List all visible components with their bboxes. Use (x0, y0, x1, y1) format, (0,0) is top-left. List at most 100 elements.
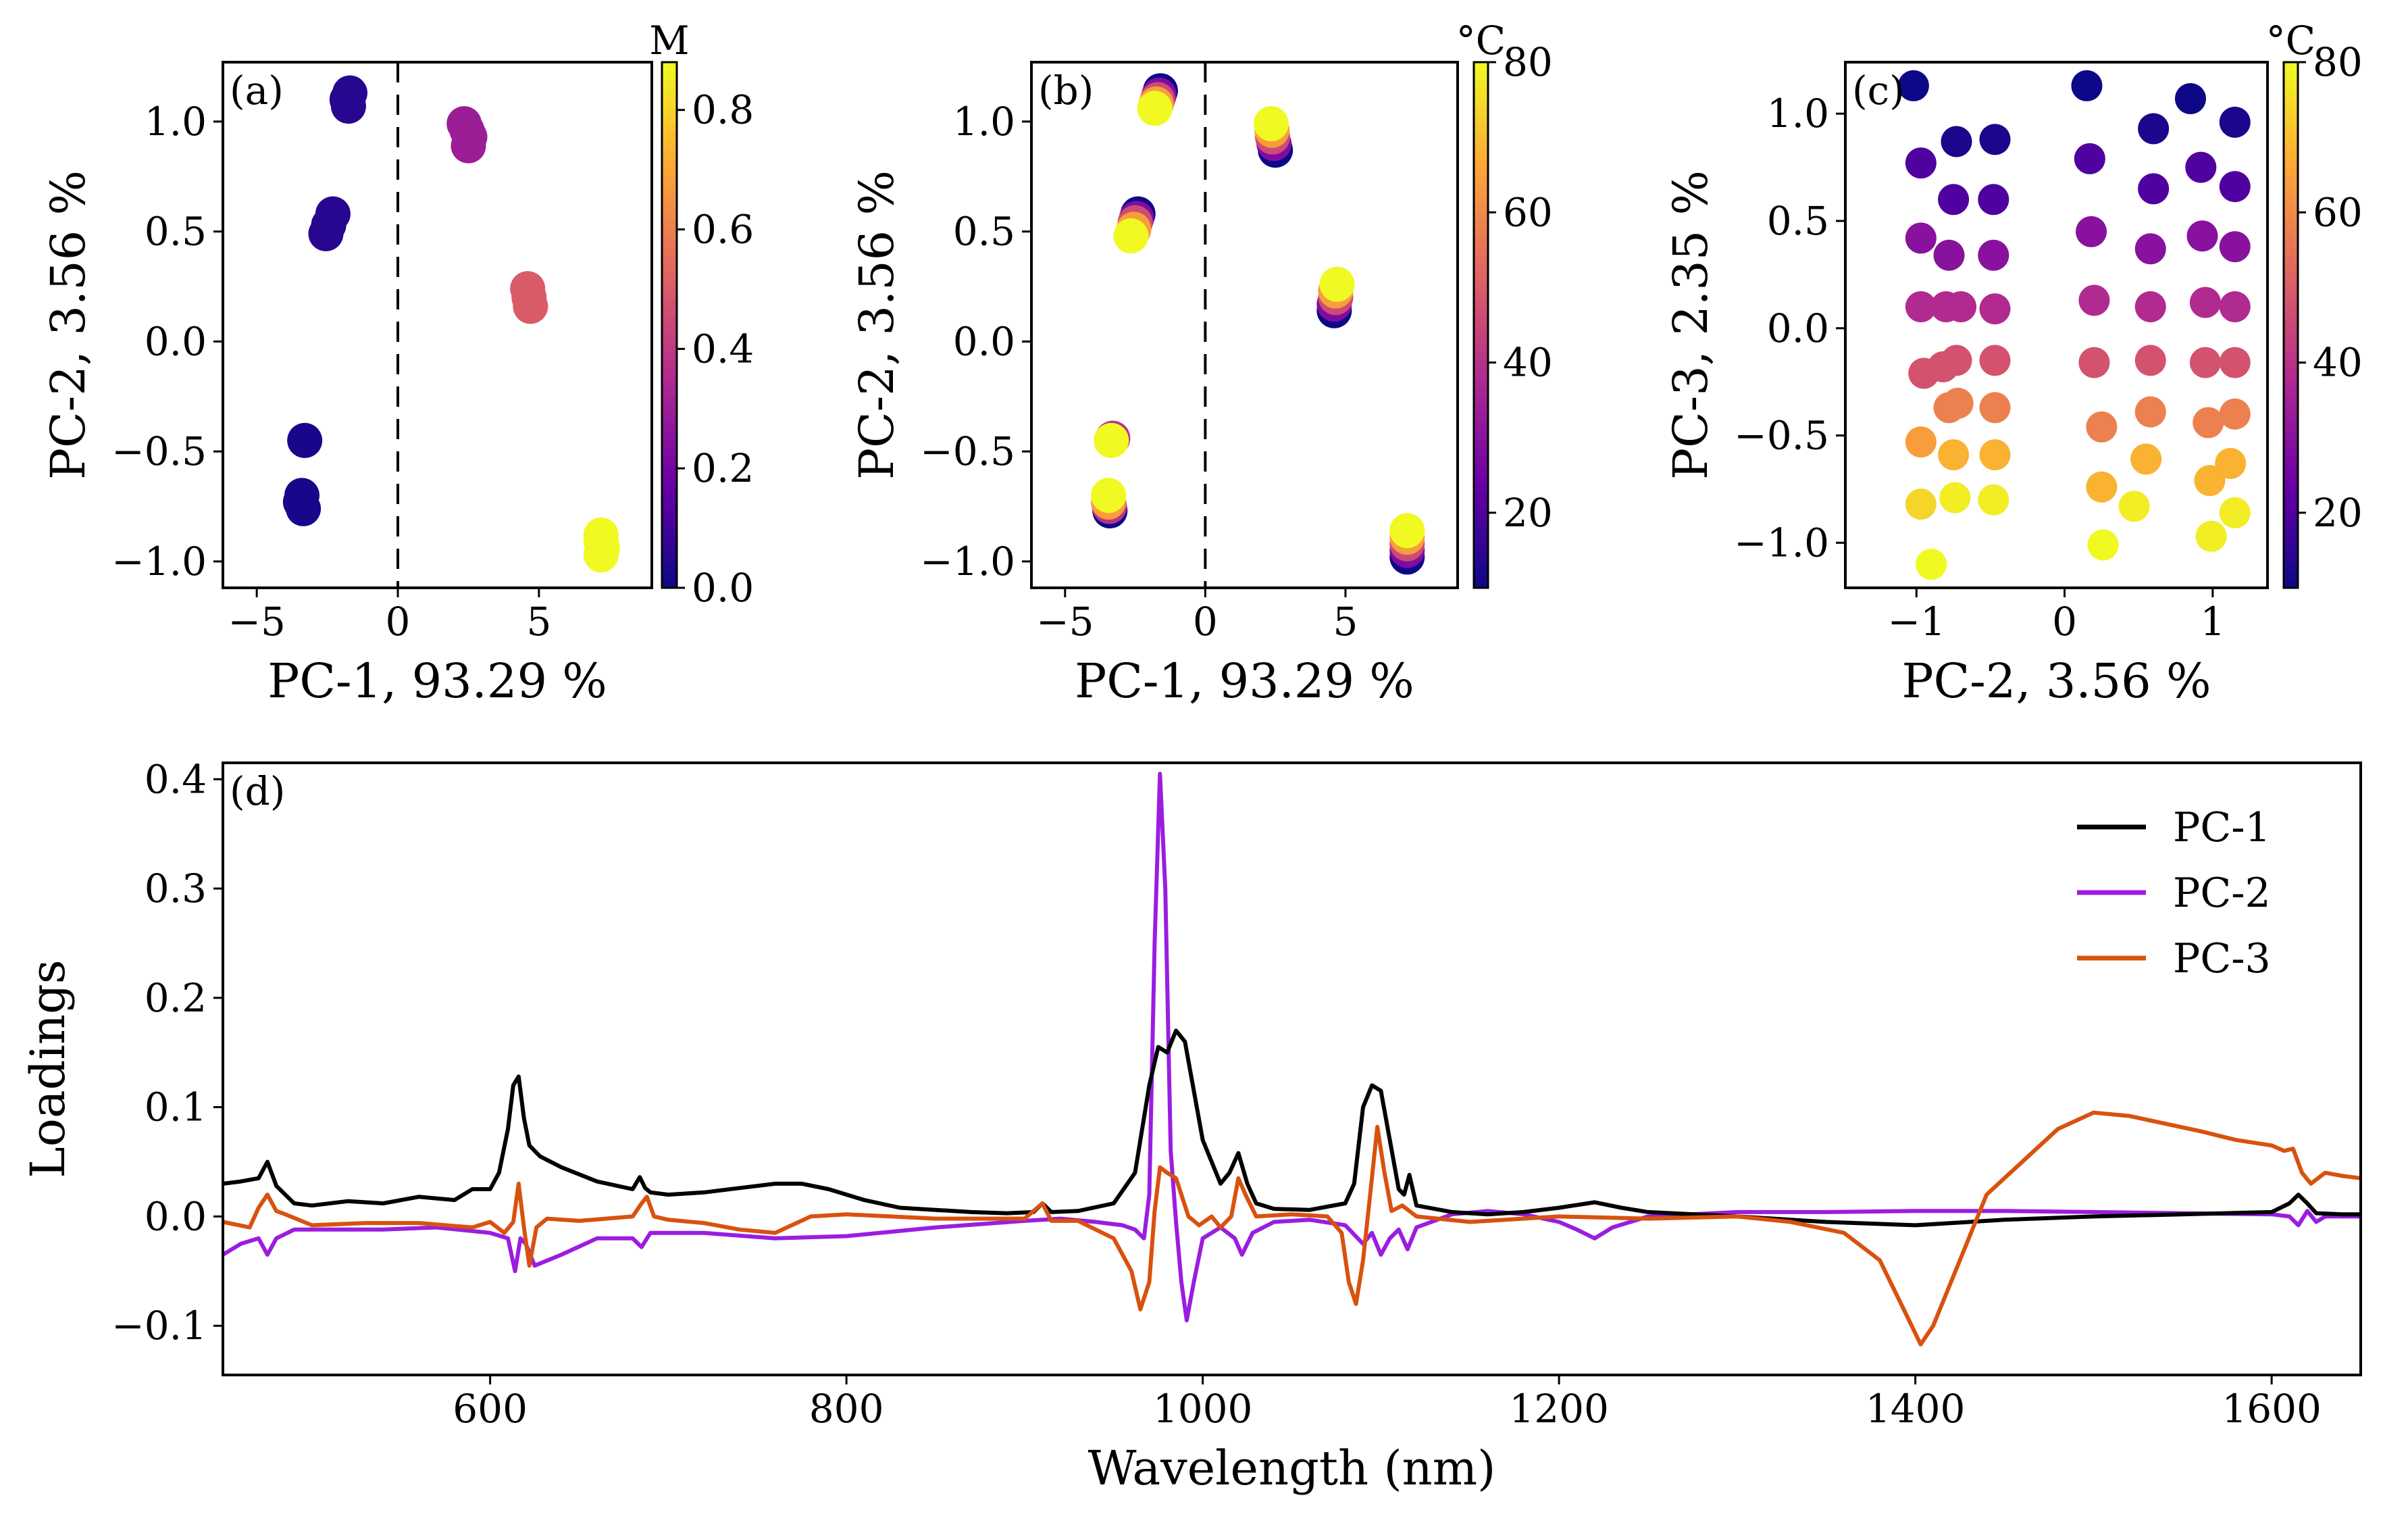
colorbar-segment (2284, 176, 2298, 186)
colorbar-segment (662, 535, 677, 545)
x-tick-label: 1400 (1866, 1386, 1966, 1432)
colorbar-segment (662, 368, 677, 378)
colorbar-segment (2284, 325, 2298, 334)
colorbar-segment (1474, 482, 1488, 493)
colorbar-segment (2284, 535, 2298, 545)
scatter-point (1979, 345, 2011, 376)
colorbar-segment (662, 421, 677, 431)
colorbar-segment (2284, 561, 2298, 572)
colorbar-segment (1474, 395, 1488, 405)
colorbar-segment (2284, 228, 2298, 239)
colorbar-segment (2284, 149, 2298, 159)
x-tick-label: 5 (1333, 599, 1358, 645)
scatter-point (2078, 284, 2110, 316)
colorbar-segment (2284, 509, 2298, 519)
colorbar-segment (662, 132, 677, 142)
scatter-point (2134, 345, 2166, 376)
y-tick-label: 0.2 (145, 975, 207, 1021)
series-line-pc-1 (222, 1028, 2361, 1228)
colorbar-segment (662, 202, 677, 212)
colorbar-segment (662, 70, 677, 80)
colorbar-segment (2284, 491, 2298, 501)
x-axis-label: Wavelength (nm) (1088, 1441, 1496, 1496)
colorbar-tick-label: 80 (2313, 39, 2363, 85)
colorbar-tick-label: 60 (2313, 189, 2363, 235)
scatter-point (1113, 218, 1149, 254)
scatter-point (2186, 220, 2218, 252)
colorbar-segment (1474, 377, 1488, 387)
colorbar-segment (662, 412, 677, 422)
colorbar-segment (662, 386, 677, 396)
colorbar-segment (2284, 299, 2298, 309)
x-tick-label: 600 (453, 1386, 528, 1432)
colorbar-segment (2284, 307, 2298, 318)
colorbar-segment (1474, 158, 1488, 168)
colorbar-segment (2284, 70, 2298, 80)
colorbar-segment (1474, 193, 1488, 203)
colorbar-tick-label: 80 (1503, 39, 1553, 85)
colorbar-segment (662, 264, 677, 274)
scatter-point (1945, 291, 1977, 323)
scatter-point (2193, 407, 2224, 439)
colorbar-segment (2284, 500, 2298, 510)
colorbar-segment (662, 456, 677, 466)
scatter-point (2134, 291, 2166, 323)
scatter-point (2219, 398, 2251, 430)
scatter-point (2219, 231, 2251, 263)
legend-entry: PC-3 (2173, 935, 2271, 982)
colorbar-segment (662, 167, 677, 177)
colorbar-segment (2284, 79, 2298, 89)
colorbar-segment (1474, 255, 1488, 265)
colorbar-segment (1474, 281, 1488, 291)
y-tick-label: 1.0 (145, 99, 207, 145)
colorbar-segment (2284, 359, 2298, 370)
scatter-point (1939, 482, 1971, 514)
scatter-point (2134, 396, 2166, 428)
colorbar-segment (2284, 333, 2298, 343)
colorbar-segment (1474, 167, 1488, 177)
colorbar-segment (662, 211, 677, 221)
scatter-point (1978, 184, 2009, 216)
x-tick-label: 1200 (1509, 1386, 1609, 1432)
scatter-point (1905, 222, 1937, 254)
colorbar-segment (662, 395, 677, 405)
y-tick-label: 0.5 (1767, 198, 1829, 244)
scatter-point (2087, 529, 2119, 561)
colorbar-segment (2284, 88, 2298, 98)
colorbar-frame (661, 61, 678, 589)
colorbar-segment (1474, 299, 1488, 309)
colorbar-segment (1474, 307, 1488, 318)
colorbar-segment (662, 509, 677, 519)
colorbar-segment (662, 105, 677, 116)
colorbar-segment (2284, 123, 2298, 133)
colorbar-segment (662, 553, 677, 563)
colorbar-segment (662, 500, 677, 510)
scatter-point (1137, 91, 1173, 126)
colorbar-segment (1474, 421, 1488, 431)
y-tick-label: −1.0 (111, 539, 207, 584)
panel-label: (c) (1852, 68, 1905, 114)
colorbar-segment (1474, 246, 1488, 256)
colorbar-segment (662, 570, 677, 580)
colorbar-title: M (649, 18, 689, 64)
colorbar-segment (1474, 237, 1488, 247)
colorbar-segment (662, 333, 677, 343)
colorbar-segment (662, 123, 677, 133)
colorbar-tick-label: 60 (1503, 189, 1553, 235)
colorbar-segment (662, 149, 677, 159)
panel-d-loadings: 600 800 1000 1200 1400 1600 −0.1 0.0 0.1 0.2 0.3 0.… (20, 756, 2362, 1496)
colorbar-tick-label: 40 (1503, 340, 1553, 386)
colorbar-tick-label: 0.0 (692, 565, 754, 611)
x-axis-label: PC-2, 3.56 % (1902, 653, 2211, 709)
colorbar-segment (1474, 325, 1488, 334)
colorbar-segment (662, 465, 677, 475)
colorbar-segment (1474, 290, 1488, 300)
scatter-point (2189, 347, 2221, 378)
colorbar-segment (1474, 272, 1488, 282)
colorbar-segment (1474, 105, 1488, 116)
colorbar-segment (2284, 220, 2298, 230)
scatter-point (1253, 106, 1289, 142)
x-tick-label: 0 (386, 599, 411, 645)
scatter-point (2076, 216, 2107, 247)
